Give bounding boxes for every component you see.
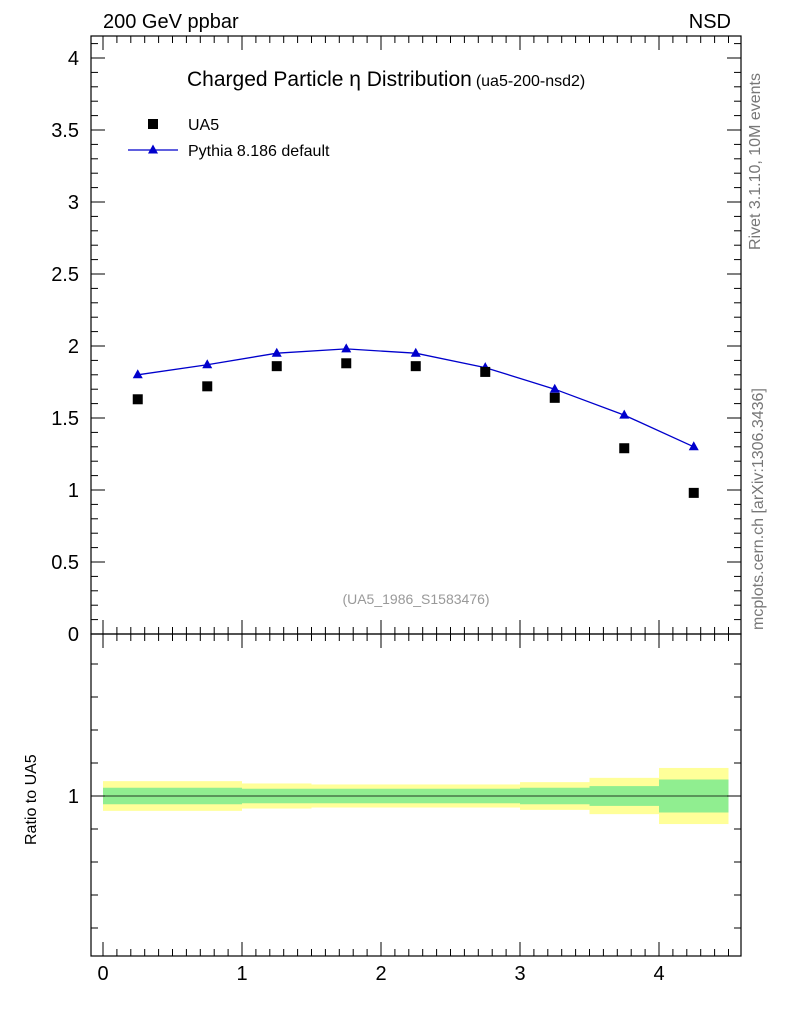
ratio-y-axis-label: Ratio to UA5 — [23, 754, 40, 845]
series-layer — [132, 343, 699, 498]
ua5-point — [549, 392, 560, 403]
header-left-label: 200 GeV ppbar — [103, 11, 239, 33]
y-tick-label: 1 — [68, 480, 79, 502]
pythia-point — [410, 347, 421, 357]
legend: UA5 Pythia 8.186 default — [128, 117, 330, 160]
header-right-label: NSD — [689, 11, 731, 33]
main-y-tick-labels: 0 0.5 1 1.5 2 2.5 3 3.5 4 — [51, 48, 79, 646]
legend-label-pythia: Pythia 8.186 default — [188, 143, 330, 160]
legend-marker-pythia — [148, 144, 158, 154]
y-tick-label: 1.5 — [51, 408, 79, 430]
y-tick-label: 0 — [68, 624, 79, 646]
ua5-point — [132, 394, 143, 405]
ratio-plot-frame — [90, 633, 742, 957]
main-axis-ticks — [91, 36, 741, 635]
y-tick-label: 3 — [68, 192, 79, 214]
side-label-bottom: mcplots.cern.ch [arXiv:1306.3436] — [750, 388, 767, 630]
pythia-point — [619, 409, 630, 419]
legend-marker-ua5 — [148, 119, 158, 129]
y-tick-label: 2.5 — [51, 264, 79, 286]
ratio-bands — [103, 767, 729, 825]
x-tick-label: 3 — [514, 963, 525, 985]
x-tick-label: 4 — [653, 963, 664, 985]
x-tick-label: 0 — [97, 963, 108, 985]
pythia-point — [202, 359, 213, 369]
ratio-axis-ticks — [91, 634, 741, 956]
ua5-point — [271, 361, 282, 372]
legend-label-ua5: UA5 — [188, 117, 219, 134]
x-tick-label: 1 — [236, 963, 247, 985]
ua5-point — [410, 361, 421, 372]
ua5-point — [688, 487, 699, 498]
ratio-y-tick-label: 1 — [68, 786, 79, 808]
chart-title-main: Charged Particle η Distribution — [187, 68, 472, 91]
ua5-point — [341, 358, 352, 369]
pythia-point — [341, 343, 352, 353]
watermark-label: (UA5_1986_S1583476) — [342, 591, 489, 607]
ratio-plot: 1 Ratio to UA5 0 1 2 3 4 — [23, 633, 742, 985]
x-tick-label: 2 — [375, 963, 386, 985]
y-tick-label: 3.5 — [51, 120, 79, 142]
main-plot: 0 0.5 1 1.5 2 2.5 3 3.5 4 Charged Particle η Dis… — [51, 35, 742, 646]
ua5-point — [480, 366, 491, 377]
y-tick-label: 4 — [68, 48, 79, 70]
side-label-top: Rivet 3.1.10, 10M events — [747, 73, 764, 250]
pythia-point — [132, 369, 143, 379]
pythia-point — [688, 441, 699, 451]
y-tick-label: 2 — [68, 336, 79, 358]
chart-title: Charged Particle η Distribution (ua5-200-… — [187, 68, 585, 91]
chart-subtitle: (ua5-200-nsd2) — [476, 73, 585, 90]
x-tick-labels: 0 1 2 3 4 — [97, 963, 664, 985]
y-tick-label: 0.5 — [51, 552, 79, 574]
pythia-point — [549, 383, 560, 393]
ua5-point — [619, 443, 630, 454]
ua5-point — [202, 381, 213, 392]
pythia-point — [271, 347, 282, 357]
